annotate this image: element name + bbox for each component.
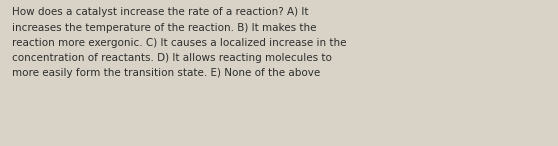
Text: How does a catalyst increase the rate of a reaction? A) It
increases the tempera: How does a catalyst increase the rate of…	[12, 7, 347, 78]
